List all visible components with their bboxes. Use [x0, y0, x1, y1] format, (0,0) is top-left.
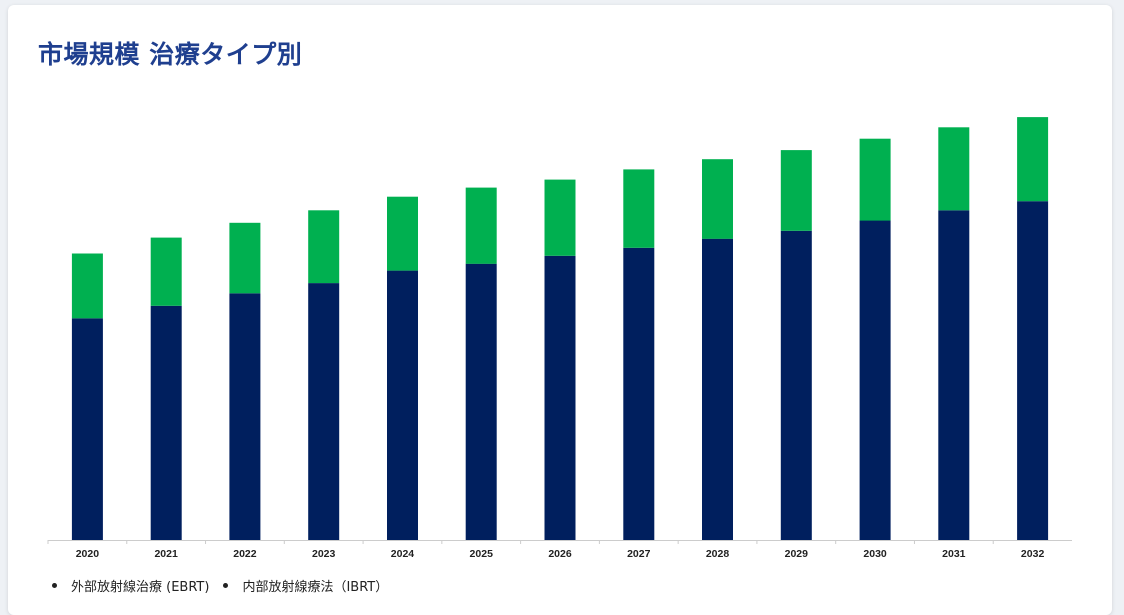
- x-tick-label-2025: 2025: [470, 548, 494, 560]
- bar-ebrt-2020: [71, 318, 103, 540]
- bar-ibrt-2022: [229, 222, 261, 294]
- bar-ebrt-2023: [308, 283, 340, 540]
- bar-ibrt-2026: [544, 179, 576, 256]
- bar-ebrt-2029: [780, 230, 812, 541]
- legend-item-ibrt: 内部放射線療法（IBRT）: [223, 576, 388, 595]
- bar-ebrt-2026: [544, 255, 576, 541]
- x-tick-label-2020: 2020: [76, 548, 100, 560]
- bar-ebrt-2024: [387, 270, 418, 540]
- legend-bullet: [52, 583, 57, 588]
- x-tick-label-2023: 2023: [312, 548, 336, 560]
- bar-ibrt-2023: [308, 210, 340, 284]
- bar-ebrt-2021: [150, 305, 182, 540]
- legend-bullet: [223, 583, 229, 588]
- legend-label-ebrt: 外部放射線治療 (EBRT): [71, 580, 210, 595]
- bar-ebrt-2031: [938, 210, 970, 541]
- x-tick-label-2021: 2021: [154, 548, 178, 560]
- legend-item-ebrt: 外部放射線治療 (EBRT): [52, 576, 209, 595]
- chart-legend: 外部放射線治療 (EBRT) 内部放射線療法（IBRT）: [52, 576, 402, 595]
- x-tick-label-2029: 2029: [785, 548, 809, 560]
- x-tick-label-2027: 2027: [627, 548, 651, 560]
- x-tick-label-2022: 2022: [233, 548, 257, 560]
- x-tick-label-2024: 2024: [391, 548, 415, 560]
- bar-ibrt-2021: [150, 237, 182, 306]
- bar-ibrt-2020: [71, 253, 103, 319]
- bar-ebrt-2022: [229, 293, 261, 540]
- x-tick-label-2026: 2026: [548, 548, 572, 560]
- bar-ibrt-2024: [387, 196, 418, 271]
- bar-ibrt-2027: [623, 169, 655, 248]
- bar-ebrt-2032: [1017, 201, 1049, 540]
- bar-ibrt-2031: [938, 127, 970, 211]
- bar-ibrt-2025: [465, 187, 497, 264]
- bar-ibrt-2030: [859, 138, 891, 221]
- bar-ibrt-2029: [780, 150, 812, 231]
- x-tick-label-2031: 2031: [942, 548, 966, 560]
- bar-ebrt-2028: [702, 238, 733, 540]
- bar-ebrt-2025: [465, 263, 497, 540]
- legend-label-ibrt: 内部放射線療法（IBRT）: [242, 580, 389, 595]
- bar-ibrt-2032: [1017, 117, 1049, 202]
- bar-ebrt-2027: [623, 247, 655, 541]
- x-tick-label-2030: 2030: [863, 548, 887, 560]
- x-tick-label-2028: 2028: [706, 548, 730, 560]
- bar-ebrt-2030: [859, 220, 891, 540]
- page-title: 市場規模 治療タイプ別: [38, 40, 303, 69]
- bar-ibrt-2028: [702, 159, 733, 239]
- x-tick-label-2032: 2032: [1021, 548, 1045, 560]
